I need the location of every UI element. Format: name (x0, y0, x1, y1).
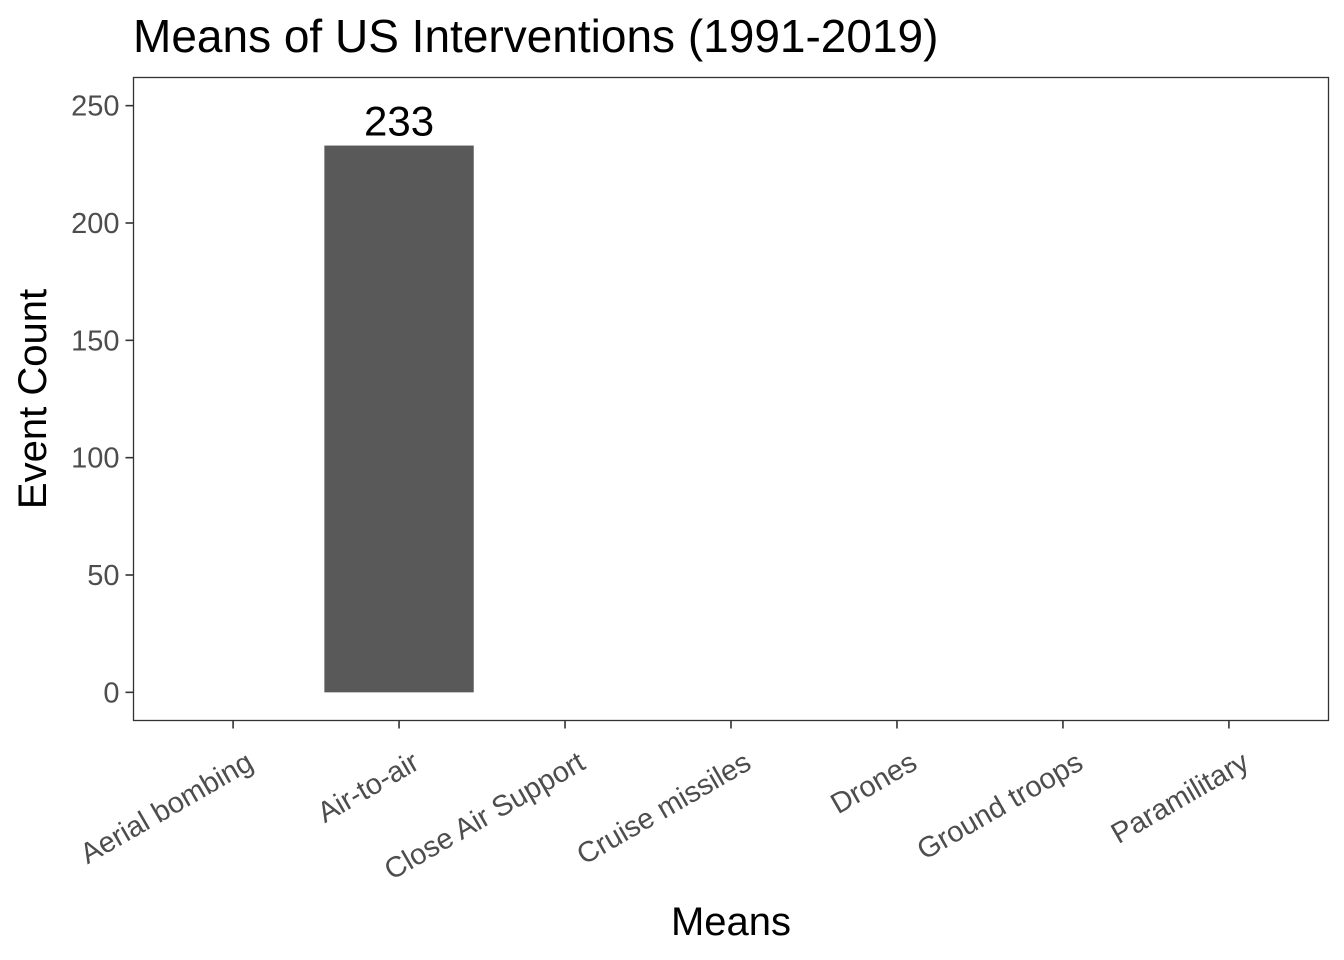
data-labels-layer: 233 (364, 98, 434, 145)
plot-panel (132, 76, 1330, 722)
x-tick-label-3: Cruise missiles (572, 746, 757, 871)
y-axis-title: Event Count (11, 289, 55, 509)
y-tick-label-5: 250 (71, 91, 119, 123)
x-tick-label-4: Drones (825, 746, 922, 820)
data-label-1: 233 (364, 98, 434, 145)
y-tick-label-4: 200 (71, 208, 119, 240)
bars-layer (324, 145, 474, 693)
x-tick-label-0: Aerial bombing (75, 746, 259, 870)
chart-title: Means of US Interventions (1991-2019) (133, 10, 938, 62)
bar-1 (324, 145, 474, 693)
y-tick-label-2: 100 (71, 443, 119, 475)
y-tick-label-0: 0 (103, 677, 119, 709)
x-tick-label-6: Paramilitary (1106, 746, 1255, 851)
x-tick-label-5: Ground troops (912, 746, 1089, 866)
y-tick-label-1: 50 (87, 560, 119, 592)
y-tick-label-3: 150 (71, 325, 119, 357)
x-tick-label-1: Air-to-air (312, 746, 425, 829)
y-axis: 0 50 100 150 200 250 (71, 91, 134, 709)
x-axis-title: Means (671, 900, 791, 944)
